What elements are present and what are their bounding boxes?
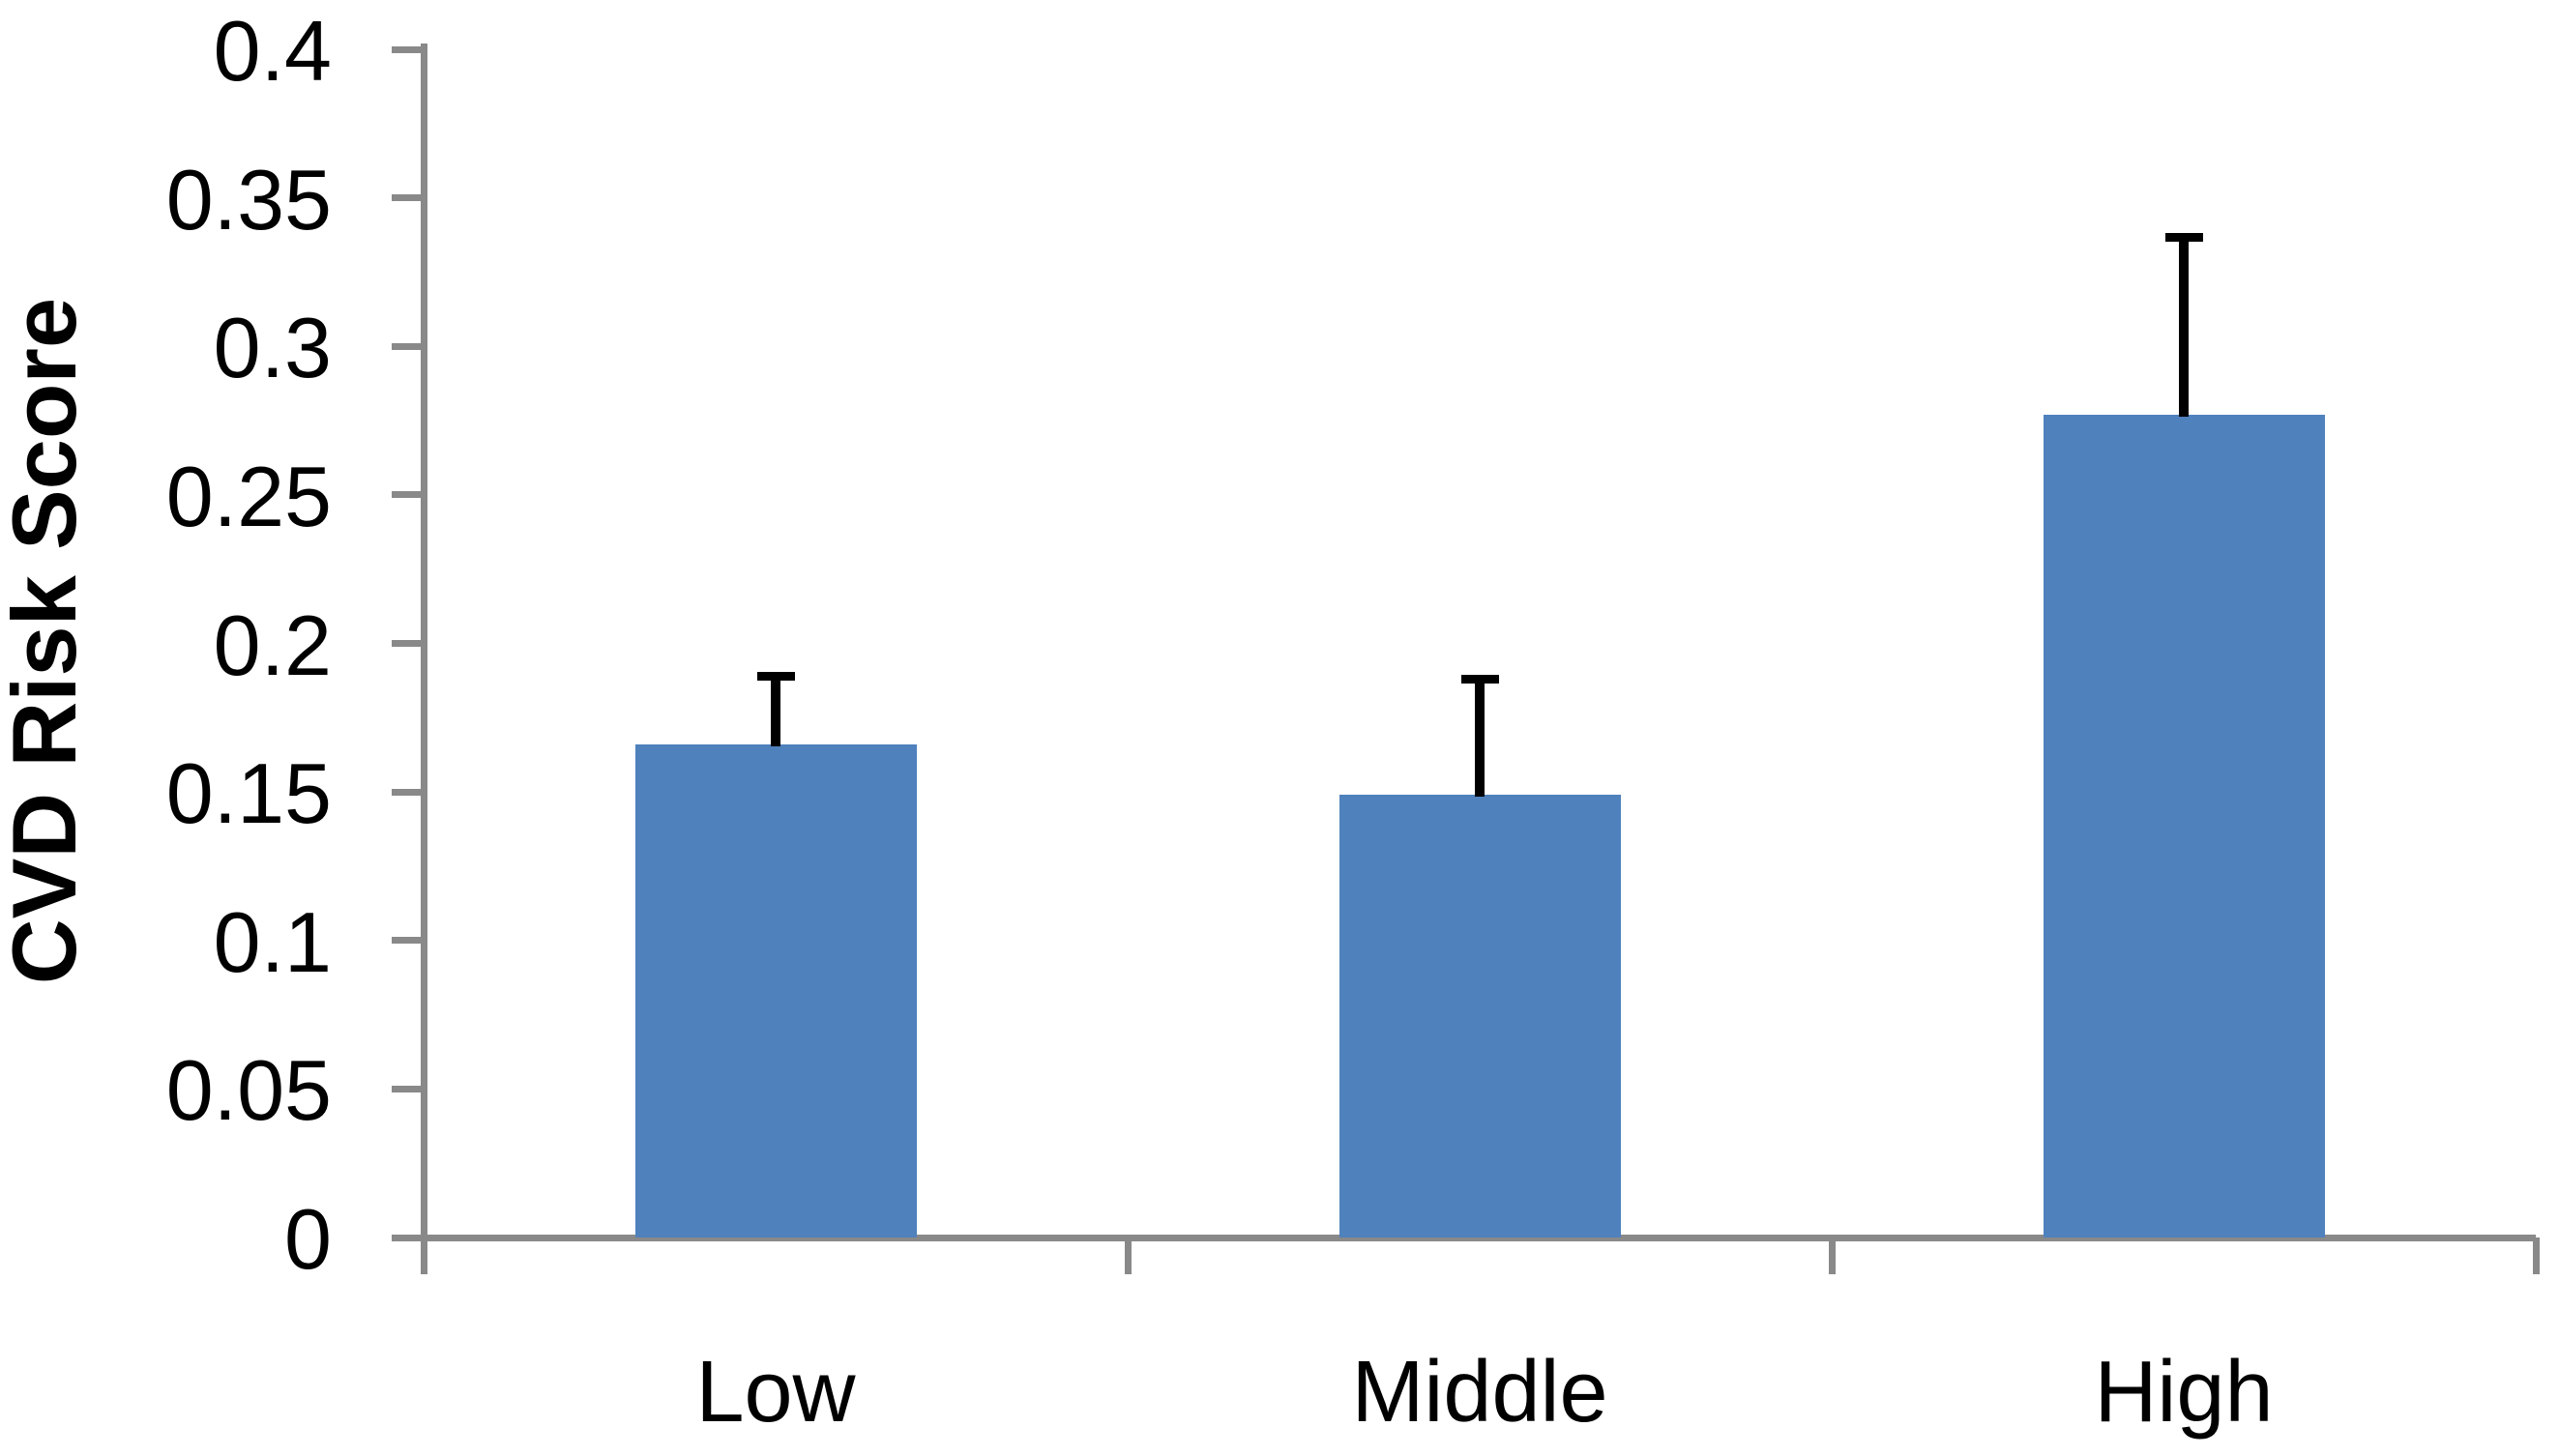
y-tick-label-0.05: 0.05 bbox=[165, 1042, 332, 1138]
x-boundary-tick-1 bbox=[1125, 1238, 1132, 1274]
bar-high bbox=[2044, 415, 2325, 1238]
bar-middle bbox=[1339, 795, 1621, 1238]
y-tick-0.1 bbox=[392, 937, 424, 944]
y-tick-label-0.25: 0.25 bbox=[165, 449, 332, 544]
y-tick-label-0.1: 0.1 bbox=[213, 894, 332, 990]
y-tick-0.15 bbox=[392, 789, 424, 796]
error-bar-high bbox=[2179, 237, 2189, 417]
y-tick-label-0: 0 bbox=[284, 1191, 332, 1287]
error-bar-low bbox=[771, 676, 780, 746]
y-tick-label-0.4: 0.4 bbox=[213, 3, 332, 99]
y-tick-0.4 bbox=[392, 46, 424, 53]
y-tick-0.35 bbox=[392, 194, 424, 201]
x-category-label-high: High bbox=[2094, 1344, 2274, 1441]
y-tick-0.2 bbox=[392, 640, 424, 647]
x-category-label-middle: Middle bbox=[1351, 1344, 1608, 1441]
y-tick-0.25 bbox=[392, 491, 424, 498]
error-bar-cap-high bbox=[2165, 233, 2203, 242]
y-axis-line bbox=[421, 44, 427, 1274]
error-bar-cap-low bbox=[757, 672, 795, 681]
y-tick-label-0.3: 0.3 bbox=[213, 300, 332, 395]
y-tick-label-0.35: 0.35 bbox=[165, 152, 332, 248]
x-category-label-low: Low bbox=[695, 1344, 856, 1441]
x-boundary-tick-2 bbox=[1829, 1238, 1836, 1274]
bar-low bbox=[635, 744, 917, 1238]
error-bar-middle bbox=[1475, 679, 1485, 797]
error-bar-cap-middle bbox=[1461, 675, 1499, 684]
x-axis-line bbox=[392, 1235, 2536, 1241]
y-tick-label-0.15: 0.15 bbox=[165, 745, 332, 841]
y-tick-0.05 bbox=[392, 1086, 424, 1092]
y-tick-label-0.2: 0.2 bbox=[213, 597, 332, 693]
y-tick-0.3 bbox=[392, 343, 424, 350]
x-boundary-tick-3 bbox=[2533, 1238, 2540, 1274]
